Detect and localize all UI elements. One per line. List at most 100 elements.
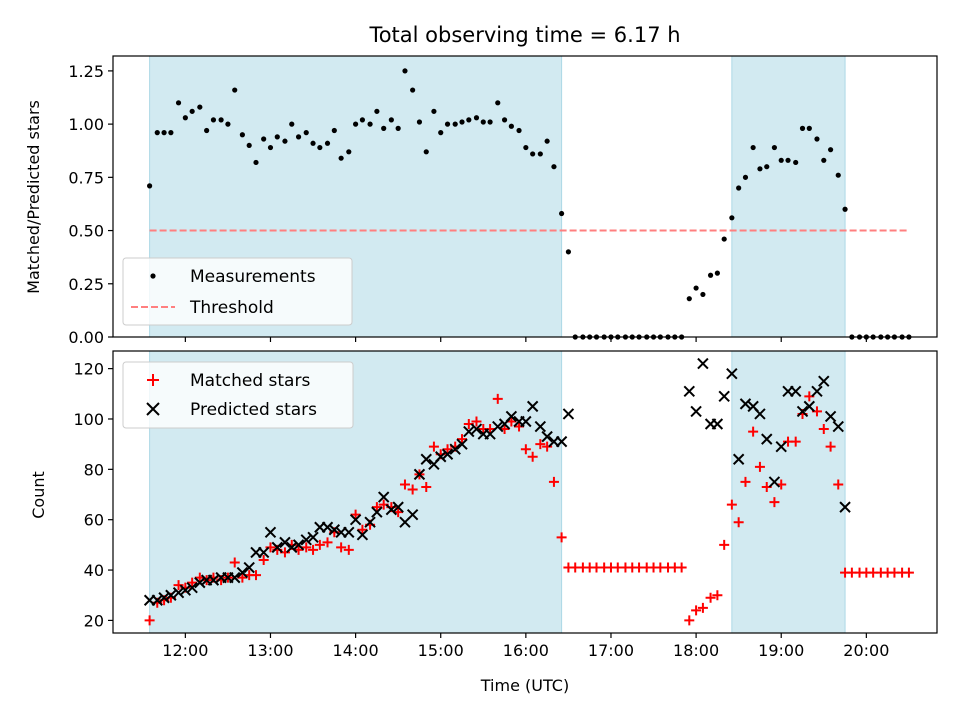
matched-star-point — [371, 502, 382, 513]
predicted-star-point — [236, 566, 249, 579]
matched-star-point — [336, 542, 347, 553]
top-ytick-label: 0.00 — [68, 328, 104, 347]
matched-star-point — [357, 524, 368, 535]
measurement-point — [289, 121, 295, 127]
bottom-xtick-label: 12:00 — [162, 641, 208, 660]
top-ytick-label: 0.50 — [68, 222, 104, 241]
bottom-ytick-label: 100 — [73, 410, 104, 429]
measurement-point — [750, 144, 756, 151]
predicted-star-point — [818, 375, 830, 387]
legend-box — [122, 257, 353, 326]
predicted-star-point — [371, 506, 383, 518]
bottom-xtick-label: 20:00 — [843, 641, 889, 660]
measurement-point — [197, 104, 203, 110]
predicted-star-point — [420, 453, 432, 465]
predicted-star-point — [286, 541, 298, 554]
measurement-point — [537, 151, 543, 157]
measurement-point — [346, 149, 352, 155]
predicted-star-point — [151, 594, 163, 606]
legend-matched-label: Matched stars — [190, 371, 310, 391]
legend-box — [122, 361, 354, 429]
bottom-ytick-label: 20 — [84, 611, 104, 630]
measurement-point — [700, 291, 706, 298]
measurement-point — [317, 144, 323, 151]
bottom-xtick-label: 16:00 — [503, 641, 549, 660]
predicted-star-point — [775, 440, 787, 453]
matched-star-point — [833, 479, 844, 490]
measurement-point — [416, 119, 423, 125]
bottom-chart-ylabel: Count — [29, 471, 48, 519]
measurement-point — [459, 119, 465, 125]
predicted-star-point — [406, 508, 419, 521]
predicted-star-point — [726, 367, 738, 380]
matched-star-point — [144, 615, 155, 626]
predicted-star-point — [264, 526, 277, 538]
measurement-point — [161, 130, 167, 136]
predicted-star-point — [456, 438, 468, 450]
bottom-xtick-label: 17:00 — [588, 641, 634, 660]
predicted-star-point — [555, 435, 568, 448]
measurement-point — [693, 285, 699, 291]
measurement-point — [367, 121, 373, 127]
top-chart-title: Total observing time = 6.17 h — [368, 23, 680, 47]
predicted-star-point — [732, 453, 745, 465]
bottom-ytick-label: 120 — [73, 360, 104, 379]
predicted-star-point — [257, 546, 270, 559]
measurement-point — [508, 123, 514, 129]
predicted-star-point — [158, 592, 170, 604]
predicted-star-point — [243, 561, 255, 574]
matched-star-point — [790, 436, 801, 447]
measurement-point — [331, 127, 337, 134]
bottom-shaded-span — [731, 350, 846, 634]
measurement-point — [793, 159, 799, 166]
measurement-point — [295, 134, 302, 140]
matched-star-point — [754, 461, 765, 472]
matched-star-point — [251, 570, 262, 581]
measurement-point — [253, 159, 259, 166]
predicted-star-point — [279, 536, 291, 549]
measurement-point — [204, 127, 210, 134]
predicted-star-point — [300, 534, 312, 546]
matched-star-point — [471, 416, 482, 427]
measurement-point — [778, 157, 784, 163]
matched-star-point — [407, 484, 418, 495]
matched-star-point — [825, 441, 836, 452]
matched-star-point — [350, 509, 361, 520]
measurement-point — [438, 130, 444, 136]
measurement-point — [232, 87, 238, 93]
matched-star-point — [258, 554, 269, 565]
matched-star-point — [733, 517, 744, 528]
matched-star-point — [237, 572, 248, 583]
measurement-point — [559, 210, 565, 217]
matched-star-point — [691, 605, 702, 616]
predicted-star-point — [526, 400, 539, 413]
matched-star-point — [173, 580, 184, 591]
matched-star-point — [542, 441, 553, 452]
matched-star-point — [187, 577, 198, 588]
measurement-point — [282, 138, 288, 144]
top-chart-ylabel: Matched/Predicted stars — [24, 100, 43, 294]
measurement-point — [799, 125, 806, 131]
legend-predicted-label: Predicted stars — [190, 400, 317, 420]
predicted-star-point — [349, 513, 362, 526]
predicted-star-point — [441, 448, 454, 460]
measurement-point — [530, 151, 536, 157]
top-chart-panel: 0.00 0.25 0.50 0.75 1.00 1.25 Measurements Thre… — [68, 55, 938, 347]
measurement-point — [444, 121, 451, 127]
predicted-star-point — [739, 398, 752, 410]
top-ytick-label: 0.25 — [68, 275, 104, 294]
matched-star-point — [421, 481, 432, 492]
measurement-point — [473, 115, 480, 121]
measurement-point — [480, 119, 486, 125]
measurement-point — [551, 164, 557, 170]
matched-star-point — [485, 424, 496, 435]
legend-matched-marker — [147, 374, 159, 386]
measurement-point — [495, 100, 501, 106]
matched-star-point — [314, 539, 325, 550]
predicted-star-point — [292, 539, 305, 551]
matched-star-point — [818, 424, 829, 435]
predicted-star-point — [172, 587, 185, 599]
top-axes-frame — [112, 55, 938, 338]
measurement-point — [338, 155, 344, 161]
predicted-star-point — [761, 433, 773, 445]
